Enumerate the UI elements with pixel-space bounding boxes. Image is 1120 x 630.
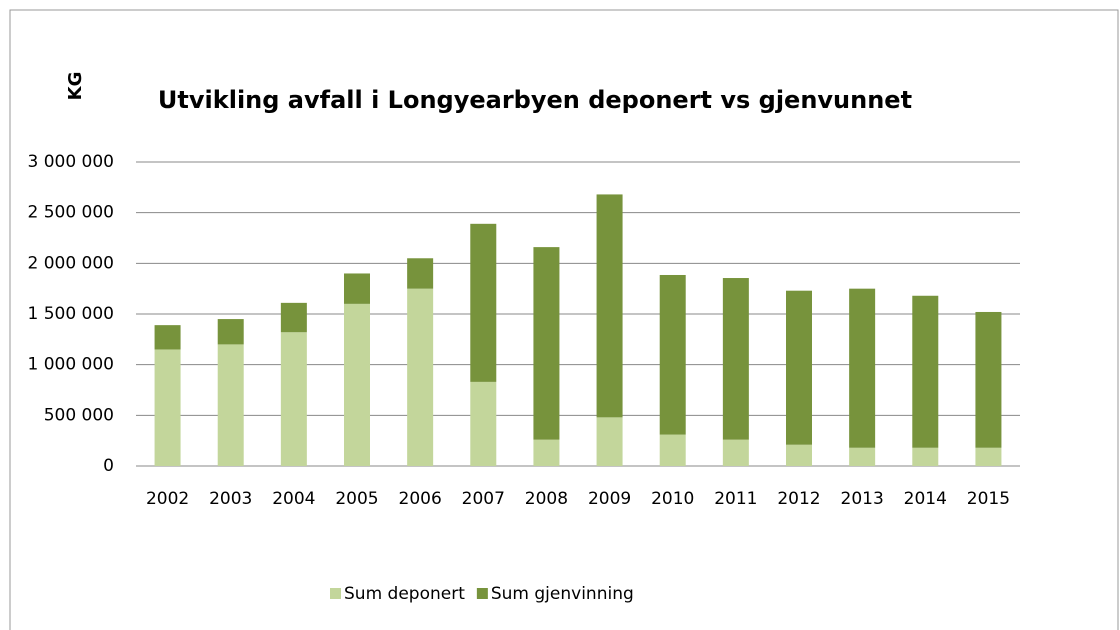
- x-tick-label: 2002: [146, 489, 189, 509]
- bar-segment: [533, 247, 560, 440]
- x-tick-label: 2008: [525, 489, 568, 509]
- bar-segment: [659, 434, 686, 466]
- y-axis-label: KG: [65, 72, 86, 101]
- bar-segment: [407, 258, 434, 289]
- bar-segment: [912, 447, 939, 466]
- bar-segment: [280, 332, 307, 466]
- x-tick-label: 2009: [588, 489, 631, 509]
- x-tick-label: 2006: [399, 489, 442, 509]
- chart-title: Utvikling avfall i Longyearbyen deponert…: [158, 86, 912, 114]
- y-tick-label: 500 000: [44, 405, 114, 425]
- bar-segment: [849, 447, 876, 466]
- bar-segment: [786, 290, 812, 445]
- bar-segment: [217, 344, 244, 466]
- y-tick-label: 0: [103, 456, 114, 476]
- bar-segment: [849, 288, 876, 448]
- frame: [9, 9, 1119, 630]
- bar-segment: [344, 273, 370, 304]
- y-tick-label: 3 000 000: [27, 152, 114, 172]
- legend-label: Sum gjenvinning: [491, 584, 634, 604]
- bar-segment: [596, 417, 623, 466]
- bar-segment: [659, 274, 686, 435]
- legend-swatch: [330, 588, 341, 599]
- y-tick-label: 1 000 000: [27, 355, 114, 375]
- x-tick-label: 2012: [777, 489, 820, 509]
- y-tick-label: 2 500 000: [27, 203, 114, 223]
- bar-segment: [470, 223, 497, 382]
- x-tick-label: 2004: [272, 489, 315, 509]
- y-tick-label: 1 500 000: [27, 304, 114, 324]
- x-tick-label: 2011: [714, 489, 757, 509]
- bar-segment: [975, 447, 1002, 466]
- x-tick-label: 2005: [335, 489, 378, 509]
- y-tick-label: 2 000 000: [27, 253, 114, 273]
- x-tick-label: 2003: [209, 489, 252, 509]
- bar-segment: [154, 349, 181, 466]
- x-tick-label: 2010: [651, 489, 694, 509]
- bar-segment: [975, 311, 1002, 448]
- legend-swatch: [476, 588, 488, 599]
- bar-segment: [596, 194, 623, 418]
- bar-segment: [912, 295, 939, 448]
- x-tick-label: 2015: [967, 489, 1010, 509]
- bar-segment: [786, 444, 812, 466]
- legend-label: Sum deponert: [344, 584, 465, 604]
- x-tick-label: 2007: [462, 489, 505, 509]
- bar-segment: [280, 302, 307, 333]
- bar-segment: [722, 278, 749, 440]
- bar-segment: [470, 381, 497, 466]
- bar-segment: [407, 288, 434, 466]
- bar-segment: [217, 319, 244, 345]
- bar-segment: [154, 325, 181, 350]
- bar-segment: [344, 303, 370, 466]
- bar-segment: [722, 439, 749, 466]
- x-tick-label: 2013: [841, 489, 884, 509]
- x-tick-label: 2014: [904, 489, 947, 509]
- bar-segment: [533, 439, 560, 466]
